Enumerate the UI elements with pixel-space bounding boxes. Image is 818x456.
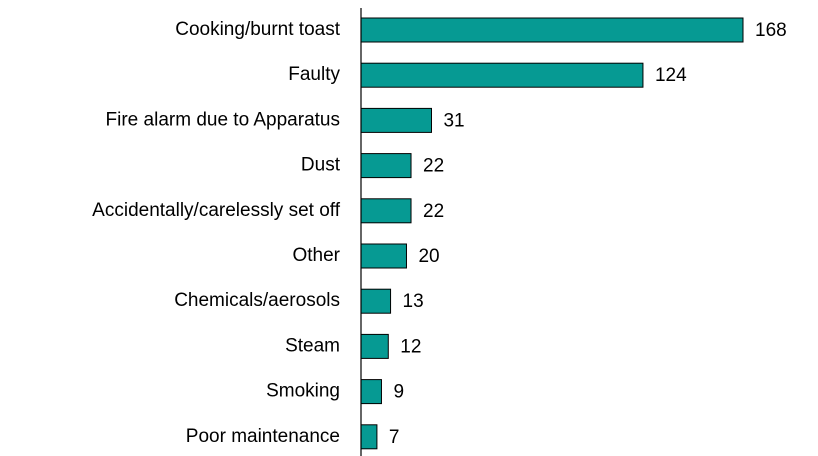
- bar: [360, 198, 412, 224]
- category-label: Dust: [301, 155, 341, 176]
- category-label: Chemicals/aerosols: [174, 290, 340, 311]
- value-label: 31: [443, 110, 464, 131]
- category-label: Cooking/burnt toast: [175, 19, 340, 40]
- value-label: 9: [393, 382, 404, 403]
- value-label: 20: [418, 246, 439, 267]
- bar: [360, 153, 412, 179]
- category-label: Accidentally/carelessly set off: [92, 200, 341, 221]
- value-label: 124: [655, 65, 687, 86]
- bar: [360, 424, 378, 450]
- value-label: 168: [755, 20, 787, 41]
- value-label: 12: [400, 336, 421, 357]
- category-label: Fire alarm due to Apparatus: [106, 109, 340, 130]
- bar: [360, 243, 407, 269]
- bar: [360, 333, 389, 359]
- bar: [360, 379, 382, 405]
- value-label: 7: [389, 427, 400, 448]
- bar: [360, 288, 392, 314]
- category-label: Smoking: [266, 381, 340, 402]
- category-label: Other: [292, 245, 340, 266]
- value-label: 22: [423, 156, 444, 177]
- category-label: Poor maintenance: [186, 426, 340, 447]
- value-label: 22: [423, 201, 444, 222]
- category-label: Steam: [285, 335, 340, 356]
- value-label: 13: [403, 291, 424, 312]
- bar: [360, 107, 432, 133]
- bar: [360, 62, 644, 88]
- category-label: Faulty: [288, 64, 340, 85]
- bar: [360, 17, 744, 43]
